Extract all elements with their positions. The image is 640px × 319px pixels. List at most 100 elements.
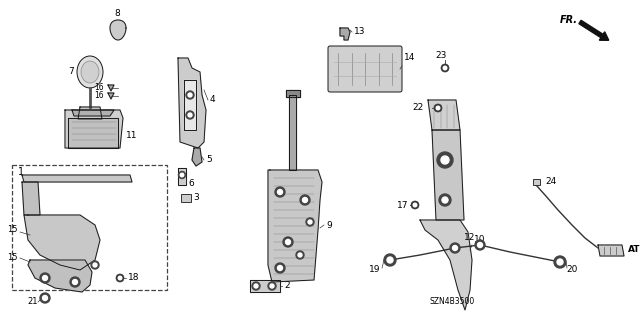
Polygon shape [420,220,472,310]
Circle shape [557,259,563,265]
Text: 16: 16 [94,92,104,100]
Polygon shape [65,110,123,148]
Circle shape [450,243,460,253]
Circle shape [308,220,312,224]
Circle shape [40,273,50,283]
Text: 15: 15 [8,254,18,263]
Text: 20: 20 [566,265,577,275]
Circle shape [42,276,47,280]
Polygon shape [78,107,102,119]
Polygon shape [432,130,464,220]
Text: 4: 4 [210,95,216,105]
Text: 16: 16 [94,84,104,93]
Circle shape [285,240,291,244]
Polygon shape [428,100,460,130]
Circle shape [188,93,192,97]
Text: ATM-7: ATM-7 [628,246,640,255]
Polygon shape [184,80,196,130]
Text: 23: 23 [435,50,447,60]
Circle shape [554,256,566,268]
Text: 3: 3 [193,194,199,203]
Circle shape [306,218,314,226]
Text: FR.: FR. [560,15,578,25]
Text: 18: 18 [128,273,140,283]
FancyArrow shape [579,20,609,40]
Polygon shape [178,168,186,185]
Circle shape [437,152,453,168]
Circle shape [275,263,285,273]
Circle shape [443,66,447,70]
Circle shape [188,113,192,117]
Text: SZN4B3500: SZN4B3500 [430,298,476,307]
Polygon shape [268,170,322,282]
Circle shape [278,189,282,195]
Text: 10: 10 [474,235,486,244]
Circle shape [475,240,485,250]
Text: 13: 13 [354,27,365,36]
Polygon shape [110,20,126,40]
Polygon shape [289,95,296,170]
Circle shape [441,64,449,72]
Circle shape [477,242,483,248]
Text: 9: 9 [326,220,332,229]
Text: 8: 8 [114,10,120,19]
Ellipse shape [77,56,103,88]
Circle shape [300,195,310,205]
Circle shape [268,282,276,290]
Bar [181,194,191,202]
Polygon shape [22,175,132,182]
Circle shape [72,279,77,285]
Circle shape [387,257,393,263]
Polygon shape [24,215,100,270]
Text: 12: 12 [464,233,476,241]
Circle shape [70,277,80,287]
Text: 11: 11 [126,130,138,139]
Circle shape [93,263,97,267]
Circle shape [303,197,307,203]
Circle shape [434,104,442,112]
Circle shape [384,254,396,266]
Circle shape [270,284,274,288]
Circle shape [296,251,304,259]
Polygon shape [28,260,92,292]
Text: 7: 7 [68,68,74,77]
Circle shape [42,295,47,300]
Circle shape [40,293,50,303]
Circle shape [186,111,194,119]
Circle shape [254,284,258,288]
Circle shape [278,265,282,271]
Text: 1: 1 [18,167,24,177]
Circle shape [298,253,302,257]
Circle shape [179,172,186,179]
Text: 2: 2 [284,281,290,291]
Bar [12,165,167,290]
Circle shape [283,237,293,247]
Polygon shape [108,85,114,91]
Circle shape [252,282,260,290]
Circle shape [413,203,417,207]
Text: 22: 22 [413,103,424,113]
Polygon shape [340,28,350,40]
Polygon shape [286,90,300,97]
Text: 15: 15 [8,226,18,234]
Text: 6: 6 [188,179,194,188]
Circle shape [116,274,124,282]
Text: 14: 14 [404,54,415,63]
Circle shape [411,201,419,209]
Circle shape [442,197,448,203]
Circle shape [452,246,458,250]
Circle shape [118,276,122,280]
Text: 19: 19 [369,265,380,275]
Text: 24: 24 [545,177,556,187]
Circle shape [436,106,440,110]
Polygon shape [192,148,202,166]
Circle shape [180,173,184,177]
Circle shape [91,261,99,269]
Polygon shape [178,58,206,148]
Text: 21: 21 [28,298,38,307]
Circle shape [275,187,285,197]
Polygon shape [250,280,280,292]
Polygon shape [598,245,624,256]
Polygon shape [68,118,118,148]
Circle shape [441,156,449,164]
